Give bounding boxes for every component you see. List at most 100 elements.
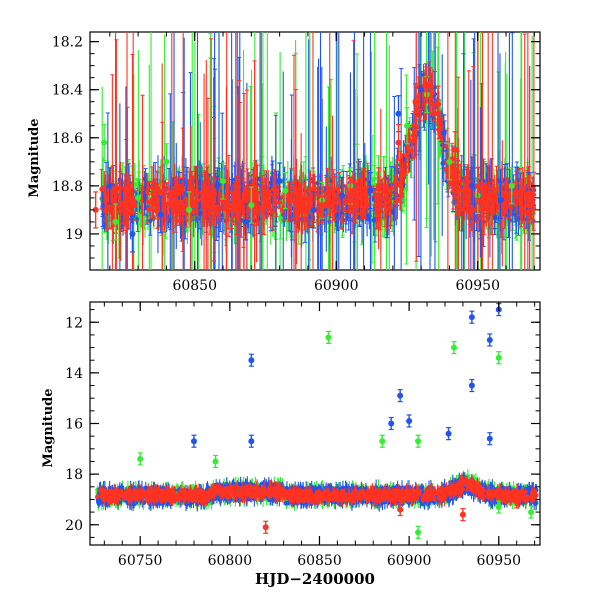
c2-blue-point — [406, 417, 413, 424]
c1-green-point — [135, 194, 142, 201]
c2-blue-point — [486, 435, 493, 442]
c2-green-point — [528, 509, 535, 516]
c2-green-point — [212, 458, 219, 465]
c2-y-tick-label: 12 — [65, 315, 83, 331]
bottom-chart-axes: 60750 60800 60850 60900 60950 12 14 16 18 20 — [65, 302, 540, 569]
c1-green-point — [282, 187, 289, 194]
c2-x-tick-label: 60800 — [208, 553, 253, 569]
top-chart-frame — [89, 31, 541, 271]
c2-red-point — [397, 506, 404, 513]
c2-green-point — [495, 354, 502, 361]
c1-red-point — [423, 81, 430, 88]
c1-blue-point — [276, 178, 283, 185]
c1-red-point — [92, 206, 99, 213]
c1-red-point — [205, 192, 212, 199]
top-chart-data — [92, 32, 537, 270]
c1-green-point — [101, 139, 108, 146]
c1-red-point — [149, 197, 156, 204]
c2-green-point — [415, 529, 422, 536]
c2-blue-point — [388, 420, 395, 427]
bottom-chart-data — [95, 302, 539, 539]
c1-y-tick-label: 18.4 — [52, 83, 83, 99]
c1-x-tick-label: 60850 — [172, 278, 217, 294]
c1-blue-point — [310, 206, 317, 213]
c2-red-point — [513, 498, 520, 505]
c1-red-point — [452, 146, 459, 153]
c1-y-tick-label: 19 — [65, 227, 83, 243]
c2-green-point — [415, 438, 422, 445]
c1-blue-point — [367, 187, 374, 194]
c2-y-tick-label: 20 — [65, 518, 83, 534]
c1-x-tick-label: 60950 — [455, 278, 500, 294]
c1-green-point — [112, 218, 119, 225]
c2-blue-point — [248, 438, 255, 445]
bottom-chart-y-axis-label: Magnitude — [41, 388, 56, 467]
c1-red-point — [120, 202, 127, 209]
c2-y-tick-label: 18 — [65, 467, 83, 483]
c1-red-point — [525, 190, 532, 197]
c2-x-tick-label: 60750 — [118, 553, 163, 569]
bottom-chart-x-axis-label: HJD−2400000 — [255, 570, 375, 588]
c2-blue-point — [468, 314, 475, 321]
c1-red-point — [395, 139, 402, 146]
c2-blue-point — [486, 336, 493, 343]
c2-green-point — [495, 504, 502, 511]
c2-x-tick-label: 60950 — [476, 553, 521, 569]
c2-blue-point — [190, 438, 197, 445]
c1-blue-point — [214, 182, 221, 189]
c2-blue-point — [468, 382, 475, 389]
c2-green-point — [325, 334, 332, 341]
c2-blue-point — [248, 357, 255, 364]
c1-y-tick-label: 18.6 — [52, 131, 83, 147]
c1-green-point — [163, 158, 170, 165]
c2-y-tick-label: 16 — [65, 417, 83, 433]
c2-x-tick-label: 60850 — [297, 553, 342, 569]
c1-green-point — [508, 182, 515, 189]
c2-x-tick-label: 60900 — [387, 553, 432, 569]
c2-red-point — [459, 511, 466, 518]
c1-blue-point — [129, 230, 136, 237]
c2-red-point — [262, 524, 269, 531]
c1-green-point — [220, 178, 227, 185]
c1-red-point — [503, 192, 510, 199]
c1-red-point — [412, 98, 419, 105]
c1-red-point — [319, 202, 326, 209]
c1-green-point — [248, 202, 255, 209]
c1-red-point — [234, 194, 241, 201]
c2-noise-cloud — [95, 469, 539, 512]
c1-red-point — [347, 192, 354, 199]
c1-green-point — [186, 206, 193, 213]
c1-blue-point — [497, 197, 504, 204]
c1-y-tick-label: 18.2 — [52, 35, 83, 51]
c1-blue-point — [418, 86, 425, 93]
c1-blue-point — [440, 129, 447, 136]
c2-green-point — [450, 344, 457, 351]
top-chart-axes: 60850 60900 60950 18.2 18.4 18.6 18.8 19 — [52, 32, 540, 294]
c1-red-point — [177, 199, 184, 206]
bottom-chart: 60750 60800 60850 60900 60950 12 14 16 18 20 Magn… — [41, 301, 541, 588]
c1-red-point — [262, 197, 269, 204]
c1-green-point — [403, 122, 410, 129]
c1-red-point — [375, 182, 382, 189]
c2-blue-point — [445, 430, 452, 437]
c1-red-point — [290, 197, 297, 204]
c1-y-tick-label: 18.8 — [52, 179, 83, 195]
c1-red-point — [435, 101, 442, 108]
c1-red-point — [474, 182, 481, 189]
c1-noise-cloud — [99, 32, 537, 270]
c1-blue-point — [338, 192, 345, 199]
c1-blue-point — [157, 211, 164, 218]
c2-green-point — [137, 455, 144, 462]
c1-x-tick-label: 60900 — [314, 278, 359, 294]
top-chart: 60850 60900 60950 18.2 18.4 18.6 18.8 19 Magnit… — [27, 31, 541, 294]
c1-green-point — [446, 158, 453, 165]
c1-blue-point — [395, 110, 402, 117]
c1-blue-point — [469, 182, 476, 189]
c1-blue-point — [106, 182, 113, 189]
top-chart-y-axis-label: Magnitude — [27, 118, 42, 197]
c2-blue-point — [397, 392, 404, 399]
c2-y-tick-label: 14 — [65, 366, 83, 382]
c2-green-point — [379, 438, 386, 445]
c1-blue-point — [242, 218, 249, 225]
